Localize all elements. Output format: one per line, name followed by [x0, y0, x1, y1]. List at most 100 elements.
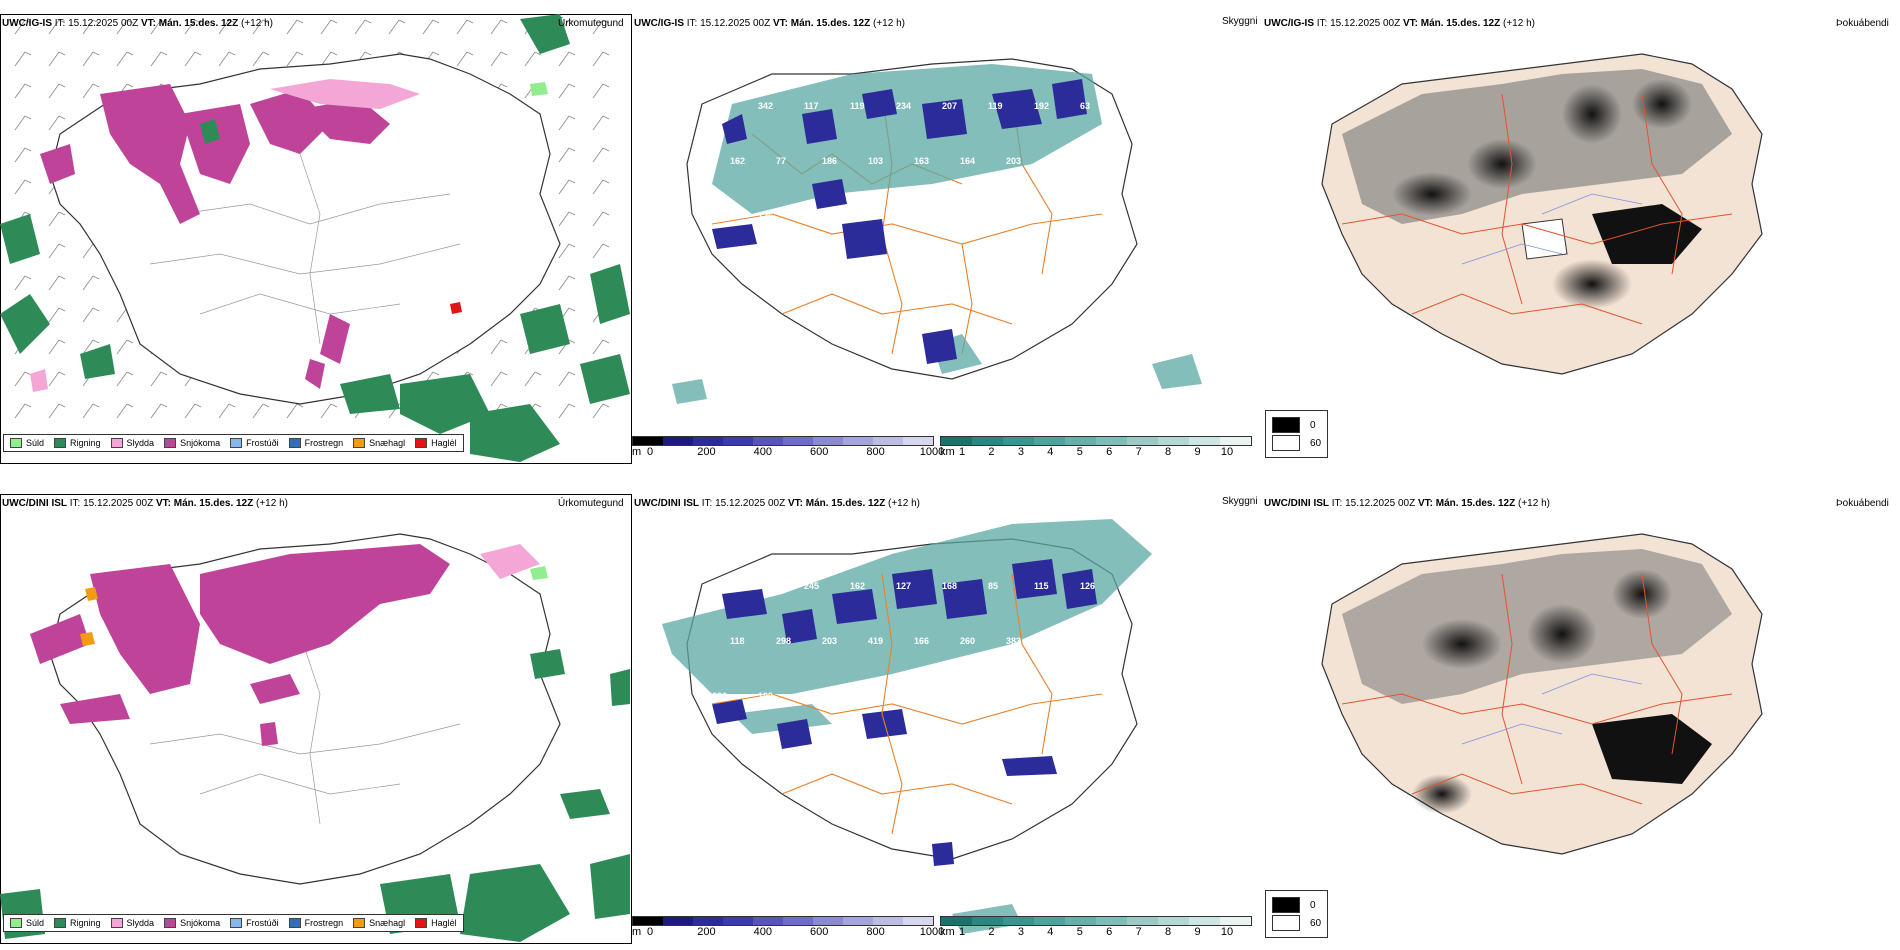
- colorbar-cell: [1127, 917, 1158, 925]
- legend-swatch: [415, 918, 428, 928]
- legend-label: Rigning: [70, 918, 101, 928]
- vt-value: Mán. 15.des. 12Z: [1435, 498, 1516, 509]
- fog-map-top: [1321, 53, 1763, 375]
- legend-swatch: [54, 438, 67, 448]
- legend-item: Súld: [10, 918, 44, 928]
- colorbar-tick: 5: [1076, 446, 1083, 458]
- legend-label: Rigning: [70, 438, 101, 448]
- height-label: 190: [1052, 156, 1067, 166]
- colorbar-cell: [633, 917, 663, 925]
- colorbar-cell: [633, 437, 663, 445]
- height-label: 93: [712, 581, 722, 591]
- lead-time: (+12 h): [241, 18, 273, 29]
- colorbar-tick: 7: [1135, 446, 1142, 458]
- it-value: 15.12.2025 00Z: [715, 498, 786, 509]
- height-colorbar: m 0 200 400 600 800 1000: [632, 436, 944, 460]
- panel-header: UWC/DINI ISL IT: 15.12.2025 00Z VT: Mán.…: [2, 498, 288, 509]
- colorbar-cell: [723, 917, 753, 925]
- legend-swatch: [288, 438, 301, 448]
- wind-barb: [150, 403, 168, 419]
- wind-barb: [592, 179, 610, 195]
- wind-barb: [558, 243, 576, 259]
- height-label: 167: [804, 211, 819, 221]
- wind-barb: [524, 51, 542, 67]
- legend-swatch: [415, 438, 428, 448]
- colorbar-cell: [1003, 437, 1034, 445]
- legend-item: Rigning: [54, 918, 101, 928]
- wind-barb: [286, 51, 304, 67]
- legend-swatch: [110, 438, 123, 448]
- visibility-panel-title: Skyggni: [1222, 16, 1258, 27]
- height-label: 431: [1098, 636, 1113, 646]
- legend-swatch: [164, 918, 177, 928]
- panel-header: UWC/DINI ISL IT: 15.12.2025 00Z VT: Mán.…: [1264, 498, 1550, 509]
- precip-type-panel-bottom: UWC/DINI ISL IT: 15.12.2025 00Z VT: Mán.…: [0, 494, 632, 944]
- legend-label: Snæhagl: [369, 438, 406, 448]
- height-label: 126: [758, 211, 773, 221]
- height-label: 123: [850, 211, 865, 221]
- precip-map-top: [0, 14, 630, 462]
- wind-barb: [320, 403, 338, 419]
- legend-swatch: [353, 438, 366, 448]
- height-label: 62: [896, 211, 906, 221]
- wind-barb: [456, 51, 474, 67]
- colorbar-cell: [1220, 437, 1251, 445]
- wind-barb: [490, 51, 508, 67]
- colorbar-cell: [693, 917, 723, 925]
- colorbar-cell: [783, 917, 813, 925]
- colorbar-tick: 800: [866, 926, 885, 938]
- fog-panel-title: Þokuábendi: [1836, 498, 1889, 509]
- wind-barb: [558, 371, 576, 387]
- height-label: 115: [1034, 581, 1049, 591]
- colorbar-cell: [1158, 917, 1189, 925]
- colorbar-cell: [1034, 917, 1065, 925]
- height-label: 129: [1034, 691, 1049, 701]
- colorbar-cell: [663, 437, 693, 445]
- vt-label: VT:: [787, 498, 803, 509]
- height-label: 51: [988, 211, 998, 221]
- fog-legend-label: 60: [1310, 917, 1322, 929]
- legend-label: Haglél: [431, 918, 457, 928]
- colorbar-tick: 0: [646, 446, 654, 458]
- colorbar-cell: [903, 437, 933, 445]
- height-label: 126: [1080, 581, 1095, 591]
- fog-legend-row: 0: [1272, 417, 1321, 433]
- height-visibility-panel-bottom: 93 82 245 162 127 168 85 115 126 118 298 203 419 166 2…: [632, 494, 1262, 944]
- colorbar-tick: 200: [697, 926, 716, 938]
- vt-label: VT:: [155, 498, 171, 509]
- legend-swatch: [353, 918, 366, 928]
- colorbar-cell: [972, 917, 1003, 925]
- precip-panel-title: Úrkomutegund: [558, 498, 624, 509]
- wind-barb: [286, 403, 304, 419]
- wind-barb: [218, 403, 236, 419]
- vt-label: VT:: [1402, 18, 1418, 29]
- wind-barb: [490, 19, 508, 35]
- colorbar-tick: 1000: [919, 446, 945, 458]
- height-label: 234: [896, 101, 911, 111]
- vt-value: Mán. 15.des. 12Z: [805, 498, 886, 509]
- wind-barb: [592, 339, 610, 355]
- visibility-panel-title: Skyggni: [1222, 496, 1258, 507]
- colorbar-cell: [1189, 917, 1220, 925]
- legend-swatch: [230, 438, 243, 448]
- height-label: 85: [988, 581, 998, 591]
- colorbar-unit: km: [940, 446, 955, 458]
- legend-item: Snjókoma: [164, 438, 220, 448]
- wind-barb: [490, 339, 508, 355]
- height-label: 260: [960, 636, 975, 646]
- it-label: IT:: [701, 498, 713, 509]
- height-label: 63: [1080, 101, 1090, 111]
- colorbar-tick: 600: [810, 926, 829, 938]
- height-label: 119: [850, 101, 865, 111]
- height-label: 162: [850, 581, 865, 591]
- wind-barb: [48, 275, 66, 291]
- wind-barb: [490, 371, 508, 387]
- precip-panel-title: Úrkomutegund: [558, 18, 624, 29]
- height-label: 77: [712, 101, 722, 111]
- vt-value: Mán. 15.des. 12Z: [1420, 18, 1501, 29]
- colorbar-tick: 4: [1047, 926, 1054, 938]
- height-label: 76: [942, 691, 952, 701]
- colorbar-cell: [873, 437, 903, 445]
- legend-item: Haglél: [415, 918, 457, 928]
- wind-barb: [48, 211, 66, 227]
